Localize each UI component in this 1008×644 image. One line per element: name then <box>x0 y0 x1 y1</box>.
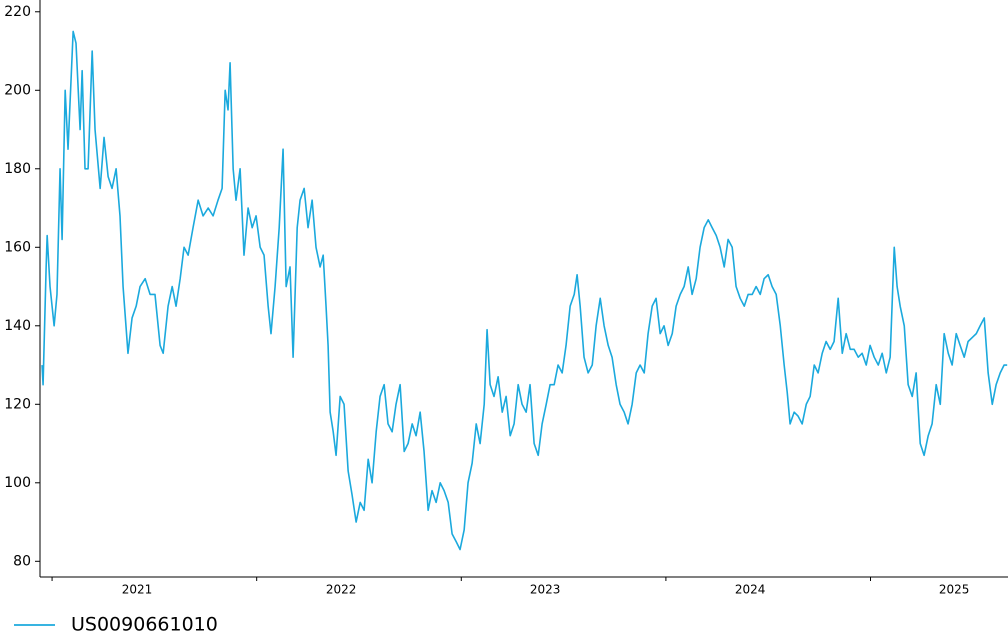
y-tick-label: 80 <box>13 553 31 569</box>
y-tick-label: 220 <box>4 4 31 20</box>
price-line <box>41 30 1008 551</box>
y-tick-label: 200 <box>4 82 31 98</box>
x-tick-label: 2025 <box>939 583 970 597</box>
y-tick-label: 120 <box>4 396 31 412</box>
x-tick-label: 2021 <box>122 583 153 597</box>
x-tick-label: 2022 <box>326 583 357 597</box>
y-tick-label: 100 <box>4 475 31 491</box>
x-tick-label: 2023 <box>530 583 561 597</box>
x-tick-label: 2024 <box>735 583 766 597</box>
legend-label: US0090661010 <box>71 614 218 636</box>
y-tick-label: 160 <box>4 239 31 255</box>
y-tick-label: 180 <box>4 161 31 177</box>
y-tick-label: 140 <box>4 318 31 334</box>
